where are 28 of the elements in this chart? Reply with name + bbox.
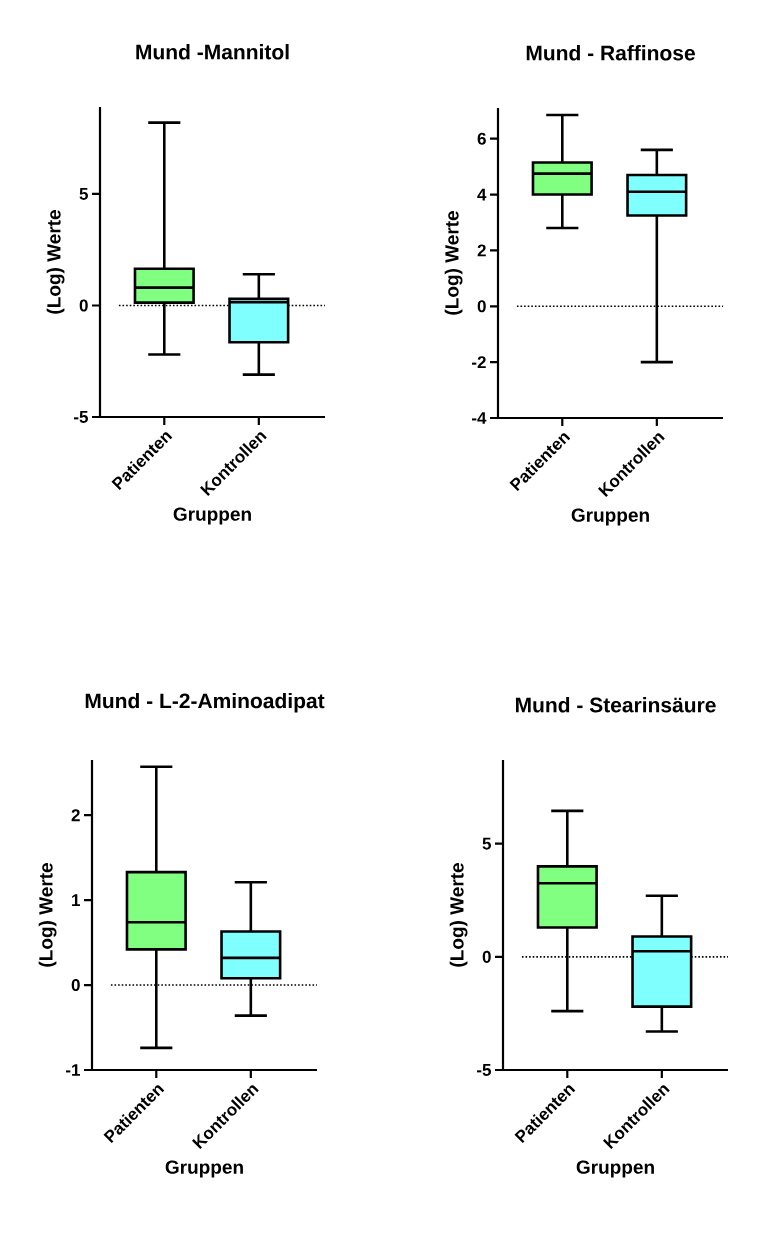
x-axis-title: Gruppen bbox=[165, 1160, 243, 1178]
y-tick-label: 1 bbox=[72, 894, 80, 906]
chart-title: Mund - L-2-Aminoadipat bbox=[85, 692, 325, 713]
y-tick-label: -4 bbox=[472, 412, 487, 424]
y-tick-label: 5 bbox=[79, 188, 88, 200]
x-axis-title: Gruppen bbox=[173, 507, 251, 525]
y-tick-label: 0 bbox=[79, 299, 88, 312]
y-tick-label: 0 bbox=[482, 950, 491, 963]
x-axis-title: Gruppen bbox=[571, 508, 649, 526]
y-axis-title: (Log) Werte bbox=[444, 211, 463, 315]
chart-title: Mund - Raffinose bbox=[526, 45, 695, 61]
y-tick-label: 0 bbox=[71, 979, 80, 992]
y-axis-title: (Log) Werte bbox=[449, 863, 468, 967]
chart-title: Mund - Stearinsäure bbox=[515, 697, 716, 713]
y-tick-label: 0 bbox=[477, 300, 486, 313]
y-axis-title: (Log) Werte bbox=[46, 210, 65, 314]
y-tick-label: 6 bbox=[477, 132, 486, 145]
chart-title: Mund -Mannitol bbox=[136, 44, 289, 60]
y-axis-title: (Log) Werte bbox=[38, 863, 57, 967]
y-tick-label: 2 bbox=[71, 809, 80, 822]
y-tick-label: -1 bbox=[66, 1064, 80, 1076]
y-tick-label: -2 bbox=[472, 356, 486, 369]
y-tick-label: 2 bbox=[477, 244, 486, 257]
y-tick-label: -5 bbox=[477, 1064, 492, 1076]
x-axis-title: Gruppen bbox=[576, 1160, 654, 1178]
y-tick-label: 5 bbox=[482, 837, 492, 850]
y-tick-label: -5 bbox=[74, 411, 88, 423]
y-tick-label: 4 bbox=[477, 188, 487, 201]
